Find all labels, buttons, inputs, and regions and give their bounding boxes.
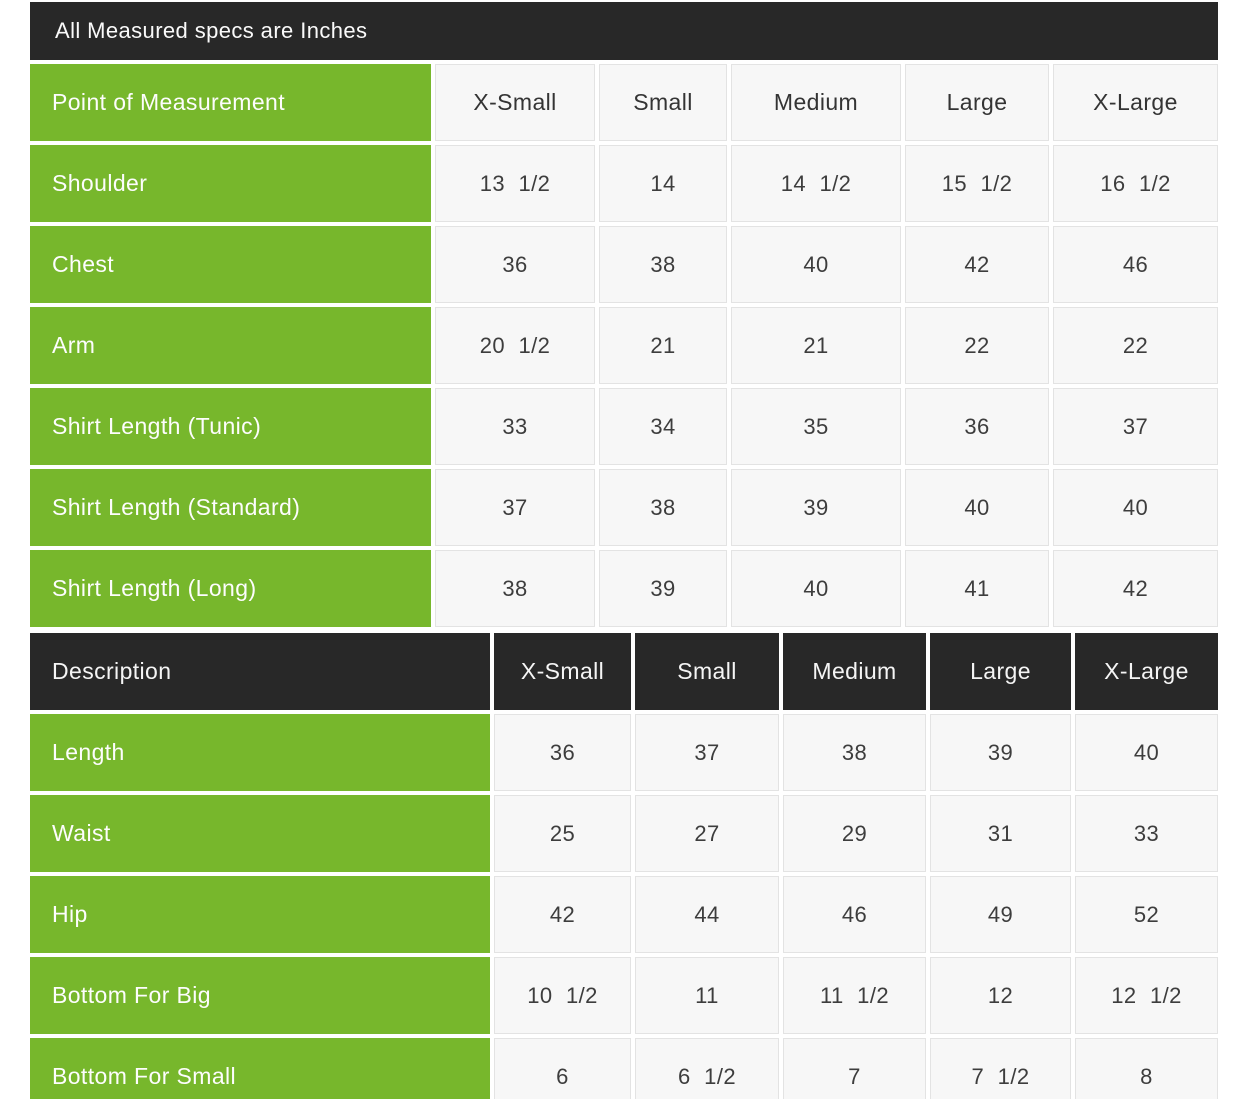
column-header-x-small: X-Small	[494, 633, 631, 710]
table-cell: 46	[783, 876, 926, 953]
table-cell: 40	[731, 226, 901, 303]
table-cell: 40	[1075, 714, 1218, 791]
table-cell: 41	[905, 550, 1049, 627]
table-cell: 39	[930, 714, 1071, 791]
table-cell: 25	[494, 795, 631, 872]
table-cell: 52	[1075, 876, 1218, 953]
table-cell: 21	[599, 307, 727, 384]
table-cell: 21	[731, 307, 901, 384]
table-cell: 16 1/2	[1053, 145, 1218, 222]
row-label-bottom-for-big: Bottom For Big	[30, 957, 490, 1034]
table-cell: 12 1/2	[1075, 957, 1218, 1034]
table-cell: 22	[1053, 307, 1218, 384]
description-table: Description X-Small Small Medium Large X…	[30, 633, 1239, 1099]
table-cell: 14 1/2	[731, 145, 901, 222]
row-label-chest: Chest	[30, 226, 431, 303]
table-cell: 49	[930, 876, 1071, 953]
table-cell: 46	[1053, 226, 1218, 303]
column-header-medium: Medium	[731, 64, 901, 141]
table-cell: 31	[930, 795, 1071, 872]
table-cell: 39	[731, 469, 901, 546]
table-cell: 38	[599, 226, 727, 303]
table-cell: 11	[635, 957, 779, 1034]
table-cell: 14	[599, 145, 727, 222]
table-cell: 38	[599, 469, 727, 546]
table-cell: 40	[905, 469, 1049, 546]
table-cell: 33	[435, 388, 595, 465]
column-header-small: Small	[599, 64, 727, 141]
table-cell: 42	[905, 226, 1049, 303]
table-cell: 36	[494, 714, 631, 791]
table-cell: 22	[905, 307, 1049, 384]
table-cell: 37	[1053, 388, 1218, 465]
row-label-shirt-length-long: Shirt Length (Long)	[30, 550, 431, 627]
column-header-x-large: X-Large	[1075, 633, 1218, 710]
table-cell: 38	[783, 714, 926, 791]
column-header-x-large: X-Large	[1053, 64, 1218, 141]
table-cell: 6	[494, 1038, 631, 1099]
table-cell: 40	[1053, 469, 1218, 546]
table-cell: 13 1/2	[435, 145, 595, 222]
table-cell: 42	[494, 876, 631, 953]
table-cell: 15 1/2	[905, 145, 1049, 222]
table-cell: 34	[599, 388, 727, 465]
table-cell: 20 1/2	[435, 307, 595, 384]
table-cell: 39	[599, 550, 727, 627]
description-table-header: Description	[30, 633, 490, 710]
table-cell: 33	[1075, 795, 1218, 872]
measurement-table: All Measured specs are Inches Point of M…	[30, 2, 1239, 627]
column-header-medium: Medium	[783, 633, 926, 710]
table-cell: 37	[435, 469, 595, 546]
table-cell: 38	[435, 550, 595, 627]
row-label-hip: Hip	[30, 876, 490, 953]
row-label-bottom-for-small: Bottom For Small	[30, 1038, 490, 1099]
table-cell: 44	[635, 876, 779, 953]
column-header-large: Large	[930, 633, 1071, 710]
table-cell: 29	[783, 795, 926, 872]
units-banner: All Measured specs are Inches	[30, 2, 1218, 60]
row-label-shirt-length-standard: Shirt Length (Standard)	[30, 469, 431, 546]
table-cell: 36	[905, 388, 1049, 465]
table-cell: 11 1/2	[783, 957, 926, 1034]
table-cell: 35	[731, 388, 901, 465]
table-cell: 42	[1053, 550, 1218, 627]
table-cell: 40	[731, 550, 901, 627]
table-cell: 7 1/2	[930, 1038, 1071, 1099]
table-cell: 10 1/2	[494, 957, 631, 1034]
column-header-small: Small	[635, 633, 779, 710]
row-label-shoulder: Shoulder	[30, 145, 431, 222]
row-label-arm: Arm	[30, 307, 431, 384]
table-cell: 36	[435, 226, 595, 303]
row-label-shirt-length-tunic: Shirt Length (Tunic)	[30, 388, 431, 465]
measurement-table-header: Point of Measurement	[30, 64, 431, 141]
column-header-x-small: X-Small	[435, 64, 595, 141]
table-cell: 37	[635, 714, 779, 791]
table-cell: 7	[783, 1038, 926, 1099]
table-cell: 6 1/2	[635, 1038, 779, 1099]
table-cell: 27	[635, 795, 779, 872]
column-header-large: Large	[905, 64, 1049, 141]
table-cell: 8	[1075, 1038, 1218, 1099]
table-cell: 12	[930, 957, 1071, 1034]
row-label-waist: Waist	[30, 795, 490, 872]
row-label-length: Length	[30, 714, 490, 791]
